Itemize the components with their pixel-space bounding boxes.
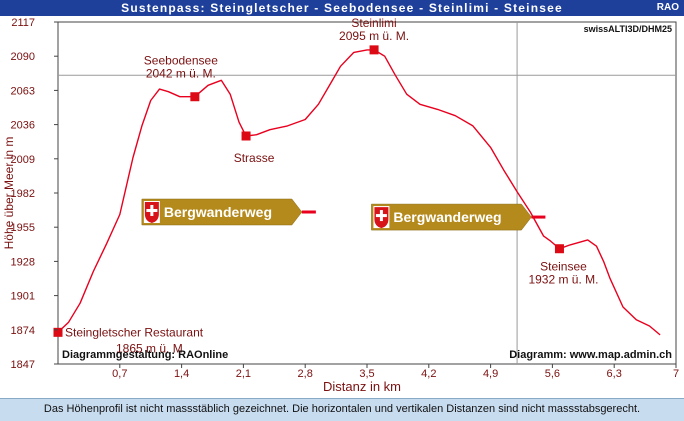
hiking-trail-sign: Bergwanderweg: [371, 203, 546, 231]
waypoint-elevation: 2095 m ü. M.: [339, 29, 409, 43]
y-tick-label: 1901: [11, 291, 35, 303]
y-tick-label: 2063: [11, 85, 35, 97]
x-tick-label: 2,1: [236, 368, 251, 380]
y-tick-label: 2036: [11, 120, 35, 132]
waypoint-name: Strasse: [234, 151, 275, 165]
x-tick-label: 0,7: [112, 368, 127, 380]
credit-right: Diagramm: www.map.admin.ch: [509, 349, 672, 361]
x-tick-label: 2,8: [298, 368, 313, 380]
credit-left: Diagrammgestaltung: RAOnline: [62, 349, 228, 361]
swiss-cross-horizontal: [375, 214, 387, 218]
x-tick-label: 4,9: [483, 368, 498, 380]
waypoint-marker: [53, 327, 63, 337]
sign-plate: [371, 203, 532, 231]
data-source-label: swissALTI3D/DHM25: [584, 24, 672, 34]
waypoint-elevation: 1865 m ü. M.: [116, 341, 186, 355]
waypoint-name: Steingletscher Restaurant: [65, 325, 204, 339]
footer-note: Das Höhenprofil ist nicht massstäblich g…: [43, 403, 641, 415]
swiss-cross-horizontal: [146, 209, 158, 212]
x-tick-label: 1,4: [174, 368, 189, 380]
sign-plate: [141, 198, 303, 226]
hiking-trail-sign: Bergwanderweg: [141, 198, 316, 226]
y-tick-label: 1928: [11, 256, 35, 268]
elevation-profile-chart: Bergwanderweg Bergwanderweg 2117 2090 2063 2…: [2, 16, 679, 394]
waypoint-marker: [554, 244, 564, 254]
title-bar: [0, 0, 684, 16]
x-tick-label: 7: [673, 368, 679, 380]
y-tick-label: 1955: [11, 222, 35, 234]
y-tick-label: 2117: [11, 17, 35, 29]
waypoint-elevation: 2042 m ü. M.: [146, 67, 216, 81]
y-tick-label: 2090: [11, 51, 35, 63]
footer-bar: Das Höhenprofil ist nicht massstäblich g…: [0, 398, 684, 421]
chart-title: Sustenpass: Steingletscher - Seebodensee…: [121, 1, 563, 15]
y-axis-label: Höhe über Meer in m: [2, 137, 16, 250]
x-tick-label: 3,5: [359, 368, 374, 380]
sign-label: Bergwanderweg: [164, 204, 272, 220]
x-tick-label: 5,6: [545, 368, 560, 380]
y-tick-label: 1982: [11, 188, 35, 200]
rao-badge: RAO: [656, 2, 679, 13]
waypoint-marker: [241, 131, 251, 141]
y-tick-label: 1847: [11, 359, 35, 371]
sign-label: Bergwanderweg: [393, 209, 501, 225]
y-tick-label: 2009: [11, 154, 35, 166]
waypoint-name: Seebodensee: [144, 54, 218, 68]
waypoint-marker: [369, 45, 379, 55]
x-axis-label: Distanz in km: [323, 379, 401, 394]
waypoint-marker: [190, 92, 200, 102]
x-tick-label: 4,2: [421, 368, 436, 380]
elevation-line: [57, 49, 661, 336]
waypoint-elevation: 1932 m ü. M.: [528, 273, 598, 287]
x-tick-label: 6,3: [607, 368, 622, 380]
plot-frame: [57, 21, 677, 365]
waypoint-name: Steinlimi: [351, 16, 396, 30]
y-tick-label: 1874: [11, 325, 35, 337]
waypoint-name: Steinsee: [540, 260, 587, 274]
